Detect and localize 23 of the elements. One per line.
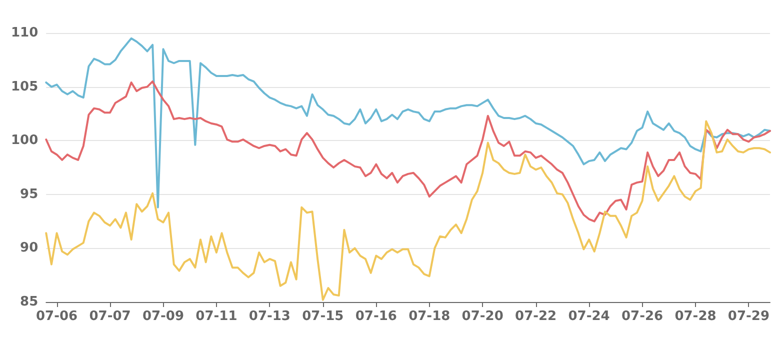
x-tick-label: 07-29 <box>728 309 770 324</box>
x-tick-label: 07-20 <box>462 309 504 324</box>
x-tick-label: 07-13 <box>248 309 290 324</box>
x-tick-label: 07-16 <box>355 309 397 324</box>
x-tick-label: 07-28 <box>674 309 716 324</box>
x-tick-label: 07-22 <box>515 309 557 324</box>
line-series <box>45 120 771 301</box>
x-tick-label: 07-18 <box>408 309 450 324</box>
y-tick-label: 85 <box>20 294 38 310</box>
x-tick-label: 07-09 <box>142 309 184 324</box>
y-tick-label: 105 <box>10 79 38 94</box>
x-tick-label: 07-24 <box>568 309 610 324</box>
y-tick-label: 95 <box>20 186 38 202</box>
x-tick-label: 07-26 <box>621 309 664 324</box>
y-tick-label: 90 <box>20 240 38 256</box>
x-tick-label: 07-15 <box>302 309 344 324</box>
x-tick-label: 07-06 <box>36 309 78 324</box>
line-series <box>45 37 771 208</box>
line-series <box>45 80 771 222</box>
x-tick-label: 07-07 <box>89 309 131 324</box>
y-tick-label: 110 <box>10 26 38 40</box>
x-tick-label: 07-11 <box>196 309 238 324</box>
y-tick-label: 100 <box>10 133 38 148</box>
